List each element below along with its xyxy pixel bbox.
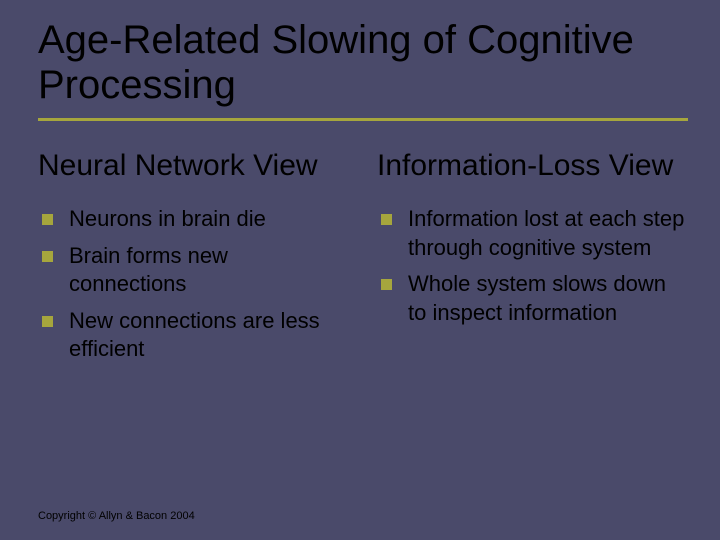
list-item: Information lost at each step through co… (381, 205, 688, 262)
bullet-text: Neurons in brain die (69, 205, 349, 234)
bullet-square-icon (381, 279, 392, 290)
list-item: Brain forms new connections (42, 242, 349, 299)
left-column: Neural Network View Neurons in brain die… (38, 149, 349, 372)
bullet-text: New connections are less efficient (69, 307, 349, 364)
bullet-text: Information lost at each step through co… (408, 205, 688, 262)
bullet-square-icon (42, 316, 53, 327)
right-bullet-list: Information lost at each step through co… (377, 205, 688, 327)
copyright-footer: Copyright © Allyn & Bacon 2004 (38, 510, 195, 522)
bullet-square-icon (42, 251, 53, 262)
right-subheading: Information-Loss View (407, 149, 688, 184)
list-item: Neurons in brain die (42, 205, 349, 234)
two-column-layout: Neural Network View Neurons in brain die… (38, 149, 688, 372)
slide: Age-Related Slowing of Cognitive Process… (0, 0, 720, 540)
title-underline (38, 118, 688, 121)
bullet-text: Whole system slows down to inspect infor… (408, 270, 688, 327)
slide-title: Age-Related Slowing of Cognitive Process… (38, 18, 688, 108)
right-column: Information-Loss View Information lost a… (377, 149, 688, 372)
left-bullet-list: Neurons in brain die Brain forms new con… (38, 205, 349, 364)
bullet-text: Brain forms new connections (69, 242, 349, 299)
left-subheading: Neural Network View (68, 149, 349, 184)
list-item: New connections are less efficient (42, 307, 349, 364)
list-item: Whole system slows down to inspect infor… (381, 270, 688, 327)
bullet-square-icon (42, 214, 53, 225)
bullet-square-icon (381, 214, 392, 225)
